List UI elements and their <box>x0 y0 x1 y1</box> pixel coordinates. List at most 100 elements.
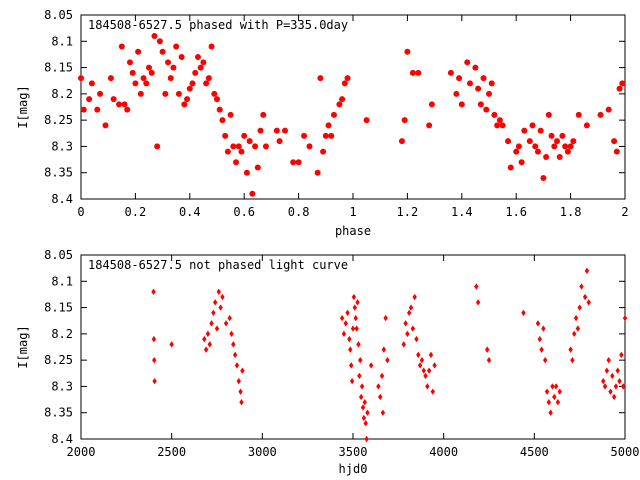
data-point <box>347 335 352 343</box>
data-point <box>241 132 248 139</box>
y-tick-label: 8.35 <box>44 166 73 180</box>
data-point <box>154 143 161 150</box>
data-point <box>124 106 131 113</box>
data-point <box>376 383 381 390</box>
data-point <box>486 90 492 97</box>
x-tick-label: 0.6 <box>233 205 255 219</box>
data-point <box>584 267 590 274</box>
data-point <box>417 362 423 369</box>
data-point <box>414 335 419 343</box>
data-point <box>453 90 460 97</box>
data-point <box>227 314 232 322</box>
data-point <box>170 64 177 71</box>
data-point <box>567 143 574 150</box>
data-point <box>616 85 623 92</box>
data-point <box>86 96 93 103</box>
data-point <box>415 69 422 76</box>
y-tick-label: 8.15 <box>44 301 73 315</box>
data-point <box>343 320 348 327</box>
data-point <box>306 143 313 150</box>
x-tick-label: 1.2 <box>397 205 419 219</box>
data-point <box>102 122 109 129</box>
data-point <box>135 48 142 55</box>
data-point <box>178 54 185 61</box>
data-point <box>118 43 125 50</box>
data-point <box>223 320 229 327</box>
data-point <box>475 299 481 306</box>
data-point <box>428 101 435 108</box>
data-point <box>148 69 155 76</box>
y-tick-label: 8.3 <box>51 139 73 153</box>
data-point <box>363 420 368 427</box>
data-point <box>249 190 256 197</box>
data-point <box>577 304 582 311</box>
data-point <box>475 85 482 92</box>
data-point <box>262 143 269 150</box>
data-point <box>358 356 363 364</box>
data-point <box>477 101 484 108</box>
y-tick-label: 8.35 <box>44 406 73 420</box>
data-point <box>532 143 539 150</box>
data-point <box>404 48 411 55</box>
data-point <box>425 383 430 390</box>
data-point <box>151 288 156 295</box>
data-point <box>554 138 560 145</box>
x-tick-label: 0 <box>77 205 84 219</box>
data-point <box>214 325 220 332</box>
data-point <box>216 106 223 113</box>
x-tick-label: 1.6 <box>505 205 527 219</box>
data-point <box>231 341 236 348</box>
data-point <box>137 90 144 97</box>
x-axis-label: hjd0 <box>339 462 368 476</box>
data-point <box>611 138 618 145</box>
data-point <box>317 75 324 82</box>
chart-title: 184508-6527.5 phased with P=335.0day <box>88 18 348 32</box>
data-point <box>339 314 345 322</box>
x-tick-label: 3000 <box>248 445 277 459</box>
data-point <box>205 75 212 82</box>
data-point <box>345 309 350 317</box>
data-point <box>80 106 87 113</box>
data-point <box>551 143 558 150</box>
data-point <box>235 143 242 150</box>
data-point <box>220 293 225 301</box>
data-point <box>410 325 416 332</box>
data-point <box>362 399 367 406</box>
data-point <box>381 346 387 353</box>
data-point <box>240 367 245 374</box>
data-point <box>110 96 117 103</box>
data-point <box>583 122 590 129</box>
data-point <box>579 283 584 290</box>
y-axis-label: I[mag] <box>16 325 30 368</box>
data-point <box>236 377 241 385</box>
data-point <box>380 409 386 416</box>
data-point <box>314 169 321 176</box>
data-point <box>341 80 348 87</box>
data-point <box>282 127 288 134</box>
data-point <box>611 393 617 401</box>
data-point <box>341 330 347 338</box>
x-tick-label: 1.8 <box>560 205 582 219</box>
data-point <box>203 80 210 87</box>
y-tick-label: 8.05 <box>44 248 73 262</box>
data-point <box>352 304 358 311</box>
data-point <box>398 138 405 145</box>
data-point <box>208 43 215 50</box>
data-point <box>358 393 364 401</box>
data-point <box>189 80 196 87</box>
x-tick-label: 0.4 <box>179 205 201 219</box>
x-axis-label: phase <box>335 224 371 238</box>
data-point <box>227 111 234 118</box>
data-point <box>257 127 264 134</box>
data-point <box>146 64 152 71</box>
data-point <box>322 132 329 139</box>
data-point <box>156 38 163 45</box>
data-point <box>620 383 626 390</box>
data-point <box>116 101 123 108</box>
data-point <box>597 111 604 118</box>
data-point <box>151 33 158 40</box>
x-axis-ticks: 0 0.2 0.4 0.6 0.8 1 1.2 1.4 1.6 1.8 2 <box>77 15 629 219</box>
data-point <box>534 148 541 155</box>
data-point <box>401 117 408 124</box>
data-point <box>356 341 361 348</box>
